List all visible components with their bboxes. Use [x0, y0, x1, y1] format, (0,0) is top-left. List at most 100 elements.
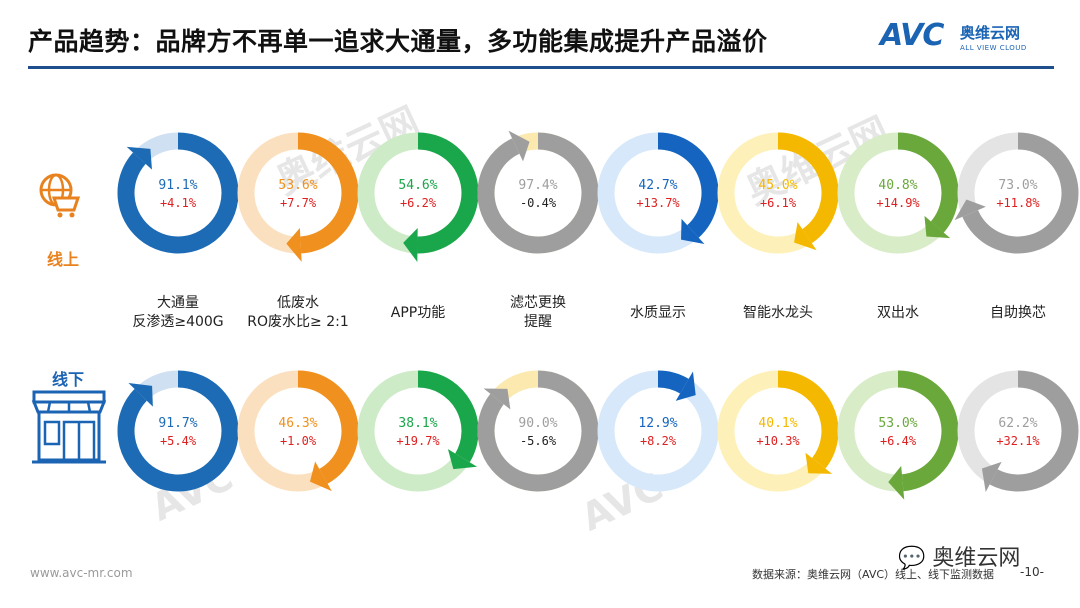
donut-change-label: -0.4%	[520, 196, 557, 210]
donut-value-arc	[117, 132, 239, 254]
donut-share-label: 53.0%	[878, 416, 917, 431]
donut-value-arc	[777, 370, 839, 469]
donut-arrow-head	[126, 146, 152, 170]
donut-share-label: 90.0%	[518, 416, 557, 431]
donut-arrow-head	[805, 452, 833, 474]
donut-arrow-head	[483, 388, 511, 410]
donut-change-label: +6.2%	[400, 196, 437, 210]
donut-arrow-head	[508, 130, 530, 162]
donut-change-label: +8.2%	[640, 434, 677, 448]
category-label: 水质显示	[593, 304, 723, 323]
footer-website: www.avc-mr.com	[30, 566, 133, 580]
category-label-line: 自助换芯	[990, 305, 1046, 321]
category-label: APP功能	[353, 304, 483, 323]
donut-share-label: 91.7%	[158, 416, 197, 431]
category-label: 滤芯更换 提醒	[473, 294, 603, 332]
channel-label-online: 线上	[47, 250, 80, 269]
donut-share-label: 73.0%	[998, 178, 1037, 193]
logo-mark: AVC	[880, 18, 944, 53]
donut-share-label: 46.3%	[278, 416, 317, 431]
donut-change-label: +7.7%	[280, 196, 317, 210]
donut-value-arc	[777, 132, 839, 244]
donut-value-arc	[417, 370, 479, 463]
category-label-line: 反渗透≥400G	[132, 314, 224, 330]
donut-value-arc	[962, 132, 1079, 254]
wechat-icon: 💬	[898, 546, 926, 571]
donut-change-label: +13.7%	[636, 196, 680, 210]
donut-share-label: 38.1%	[398, 416, 437, 431]
donut-value-arc	[117, 370, 239, 492]
donut-share-label: 91.1%	[158, 178, 197, 193]
page-title: 产品趋势：品牌方不再单一追求大通量，多功能集成提升产品溢价	[28, 27, 768, 56]
category-label: 大通量反渗透≥400G	[113, 294, 243, 332]
donut-value-arc	[417, 132, 479, 254]
donut-arrow-head	[954, 199, 986, 221]
donut-arrow-head	[681, 218, 705, 245]
donut-value-arc	[989, 370, 1079, 492]
online-globe-cart-icon	[39, 173, 80, 218]
avc-logo: AVC 奥维云网 ALL VIEW CLOUD	[880, 18, 1050, 62]
donut-value-arc	[477, 132, 599, 254]
donut-arrow-head	[981, 461, 1002, 492]
category-label-line: 智能水龙头	[743, 305, 813, 321]
donut-share-label: 40.1%	[758, 416, 797, 431]
category-label-line: 提醒	[524, 314, 552, 330]
donut-share-label: 53.6%	[278, 178, 317, 193]
category-label-line: APP功能	[390, 305, 446, 321]
category-label: 智能水龙头	[713, 304, 843, 323]
donut-value-arc	[897, 132, 959, 233]
donut-share-label: 40.8%	[878, 178, 917, 193]
donut-arrow-head	[309, 461, 332, 492]
footer-source: 数据来源：奥维云网（AVC）线上、线下监测数据	[752, 568, 995, 581]
donut-value-arc	[297, 370, 359, 484]
donut-share-label: 54.6%	[398, 178, 437, 193]
donut-share-label: 12.9%	[638, 416, 677, 431]
donut-value-arc	[657, 370, 689, 394]
category-label: 双出水	[833, 304, 963, 323]
donut-change-label: +4.1%	[160, 196, 197, 210]
donut-arrow-head	[675, 371, 696, 401]
donut-change-label: +32.1%	[996, 434, 1040, 448]
category-label: 自助换芯	[953, 304, 1080, 323]
category-label-line: 滤芯更换	[510, 295, 566, 311]
wechat-account: 奥维云网	[932, 546, 1021, 571]
footer-page-number: -10-	[1020, 565, 1044, 579]
donut-change-label: +6.1%	[760, 196, 797, 210]
category-label-line: 双出水	[877, 305, 919, 321]
donut-arrow-head	[924, 215, 951, 239]
donut-change-label: +10.3%	[756, 434, 800, 448]
category-label-line: RO废水比≥ 2:1	[247, 314, 349, 330]
donut-change-label: +5.4%	[160, 434, 197, 448]
logo-en-name: ALL VIEW CLOUD	[960, 44, 1027, 52]
donut-value-arc	[297, 132, 359, 254]
channel-label-offline: 线下	[52, 370, 85, 389]
donut-share-label: 45.0%	[758, 178, 797, 193]
donut-arrow-head	[888, 465, 905, 500]
donut-arrow-head	[286, 227, 302, 262]
donut-arrow-head	[128, 382, 153, 407]
offline-store-icon	[31, 390, 107, 464]
donut-change-label: -5.6%	[520, 434, 557, 448]
category-label-line: 低废水	[277, 295, 319, 311]
category-label-line: 大通量	[157, 295, 199, 311]
category-label: 低废水 RO废水比≥ 2:1	[233, 294, 363, 332]
donut-arrow-head	[794, 222, 817, 251]
title-divider	[28, 66, 1054, 69]
donut-change-label: +11.8%	[996, 196, 1040, 210]
donut-value-arc	[477, 370, 599, 492]
donut-arrow-head	[447, 449, 478, 470]
category-label-line: 水质显示	[630, 305, 686, 321]
logo-cn-name: 奥维云网	[960, 24, 1021, 42]
donut-change-label: +19.7%	[396, 434, 440, 448]
donut-share-label: 42.7%	[638, 178, 677, 193]
wechat-watermark: 💬 奥维云网	[898, 540, 1020, 572]
donut-value-arc	[657, 132, 719, 238]
donut-change-label: +14.9%	[876, 196, 920, 210]
donut-value-arc	[897, 370, 959, 492]
donut-change-label: +6.4%	[880, 434, 917, 448]
donut-share-label: 97.4%	[518, 178, 557, 193]
donut-arrow-head	[403, 227, 418, 262]
donut-change-label: +1.0%	[280, 434, 317, 448]
donut-share-label: 62.2%	[998, 416, 1037, 431]
